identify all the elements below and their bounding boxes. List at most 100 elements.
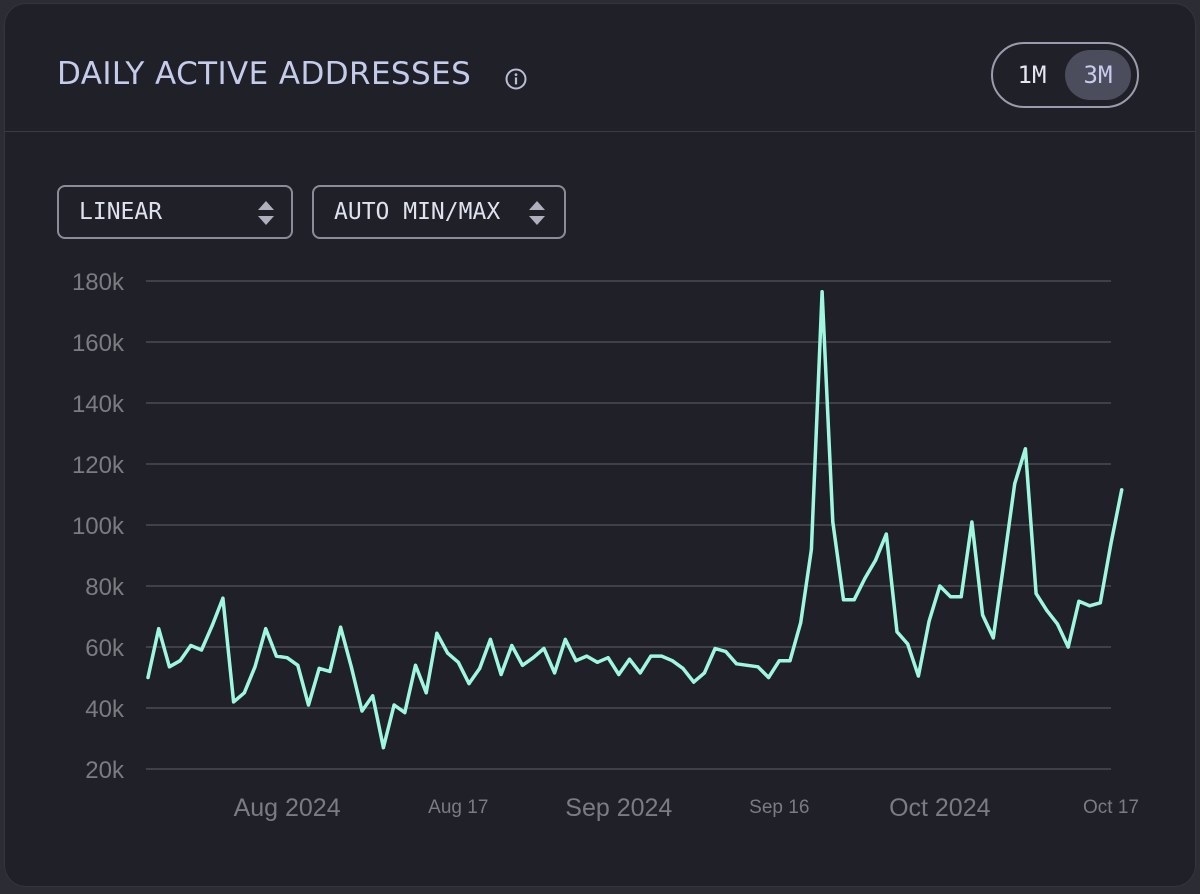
data-point	[520, 663, 525, 667]
data-point	[852, 598, 856, 602]
data-point	[1066, 645, 1070, 649]
data-point	[189, 643, 193, 648]
data-point	[874, 558, 878, 562]
data-point	[788, 659, 792, 663]
axis-range-select-value: AUTO MIN/MAX	[334, 199, 501, 225]
data-point	[1088, 604, 1092, 608]
data-point	[895, 630, 899, 634]
data-point	[981, 613, 985, 617]
data-point	[1023, 447, 1027, 451]
data-point	[467, 682, 471, 686]
series-layer	[146, 289, 1124, 750]
data-point	[1045, 608, 1049, 613]
range-3m-button[interactable]: 3M	[1065, 50, 1131, 100]
chart-card: DAILY ACTIVE ADDRESSES 1M 3M LINEAR AUTO…	[4, 3, 1196, 887]
data-point	[595, 660, 600, 664]
y-tick-label: 180k	[72, 269, 125, 296]
scale-select[interactable]: LINEAR	[57, 185, 293, 239]
sort-arrows-icon	[258, 201, 274, 225]
x-tick-label: Aug 17	[428, 797, 488, 818]
data-point	[799, 621, 803, 625]
data-point	[1120, 488, 1124, 492]
data-point	[745, 663, 749, 667]
data-point	[767, 675, 771, 680]
data-point	[349, 665, 353, 669]
gridlines	[146, 280, 1111, 770]
data-point	[199, 648, 204, 652]
chart-title: DAILY ACTIVE ADDRESSES	[57, 56, 472, 92]
data-point	[831, 520, 835, 524]
data-point	[1109, 541, 1113, 545]
data-point	[884, 532, 888, 536]
x-axis: Aug 2024 Aug 17 Sep 2024 Sep 16 Oct 2024 Oct …	[234, 794, 1139, 822]
data-point	[756, 665, 760, 669]
data-point	[413, 663, 418, 667]
data-point	[478, 666, 482, 671]
x-tick-label: Sep 16	[749, 797, 809, 818]
data-point	[638, 671, 642, 675]
y-axis: 20k 40k 60k 80k 100k 120k 140k 160k 180k	[72, 269, 125, 784]
data-point	[178, 659, 182, 663]
y-tick-label: 60k	[85, 635, 125, 662]
data-point	[403, 711, 407, 715]
data-point	[339, 625, 343, 629]
data-point	[670, 659, 674, 663]
data-point	[306, 703, 311, 707]
data-point	[991, 636, 995, 640]
data-point	[296, 663, 300, 667]
data-point	[820, 290, 824, 294]
data-point	[510, 643, 514, 648]
data-point	[681, 666, 685, 671]
data-point	[264, 627, 268, 631]
data-point	[274, 654, 278, 658]
card-header: DAILY ACTIVE ADDRESSES 1M 3M	[5, 4, 1195, 132]
y-tick-label: 80k	[85, 574, 125, 601]
data-point	[242, 691, 246, 695]
y-tick-label: 140k	[72, 391, 125, 418]
data-point	[1034, 592, 1038, 596]
y-tick-label: 120k	[72, 452, 125, 479]
x-tick-label: Oct 17	[1083, 797, 1139, 818]
data-point	[157, 627, 161, 631]
data-point	[563, 637, 567, 642]
data-point	[863, 576, 867, 581]
line-chart: 20k 40k 60k 80k 100k 120k 140k 160k 180k Aug 202…	[72, 269, 1139, 822]
data-point	[692, 680, 696, 684]
axis-range-select[interactable]: AUTO MIN/MAX	[312, 185, 566, 239]
data-point	[938, 584, 942, 588]
data-point	[210, 624, 214, 628]
x-tick-label: Oct 2024	[889, 794, 991, 822]
x-tick-label: Aug 2024	[234, 794, 341, 822]
data-point	[724, 650, 728, 654]
data-point	[285, 656, 289, 660]
data-point	[328, 669, 332, 674]
data-point	[531, 656, 535, 660]
data-point	[948, 595, 953, 599]
info-circle-icon[interactable]	[505, 68, 527, 90]
data-point	[1002, 560, 1006, 564]
data-point	[606, 656, 610, 660]
data-point	[906, 642, 910, 646]
data-point	[542, 646, 546, 651]
scale-select-value: LINEAR	[79, 199, 163, 225]
data-point	[734, 662, 739, 666]
data-point	[1013, 482, 1017, 486]
data-point	[146, 675, 150, 680]
x-tick-label: Sep 2024	[565, 794, 672, 822]
data-point	[702, 671, 707, 675]
data-point	[713, 646, 717, 651]
data-point	[617, 672, 621, 677]
data-point	[809, 547, 814, 552]
data-point	[392, 703, 396, 707]
data-point	[970, 520, 974, 524]
data-point	[574, 659, 578, 663]
data-point	[660, 654, 664, 658]
data-point	[446, 651, 450, 655]
data-point	[360, 709, 364, 713]
data-point	[927, 619, 931, 623]
data-point	[585, 654, 589, 658]
data-point	[627, 657, 632, 661]
range-1m-button[interactable]: 1M	[1017, 61, 1047, 89]
series-line	[146, 289, 1124, 750]
data-point	[317, 666, 321, 671]
